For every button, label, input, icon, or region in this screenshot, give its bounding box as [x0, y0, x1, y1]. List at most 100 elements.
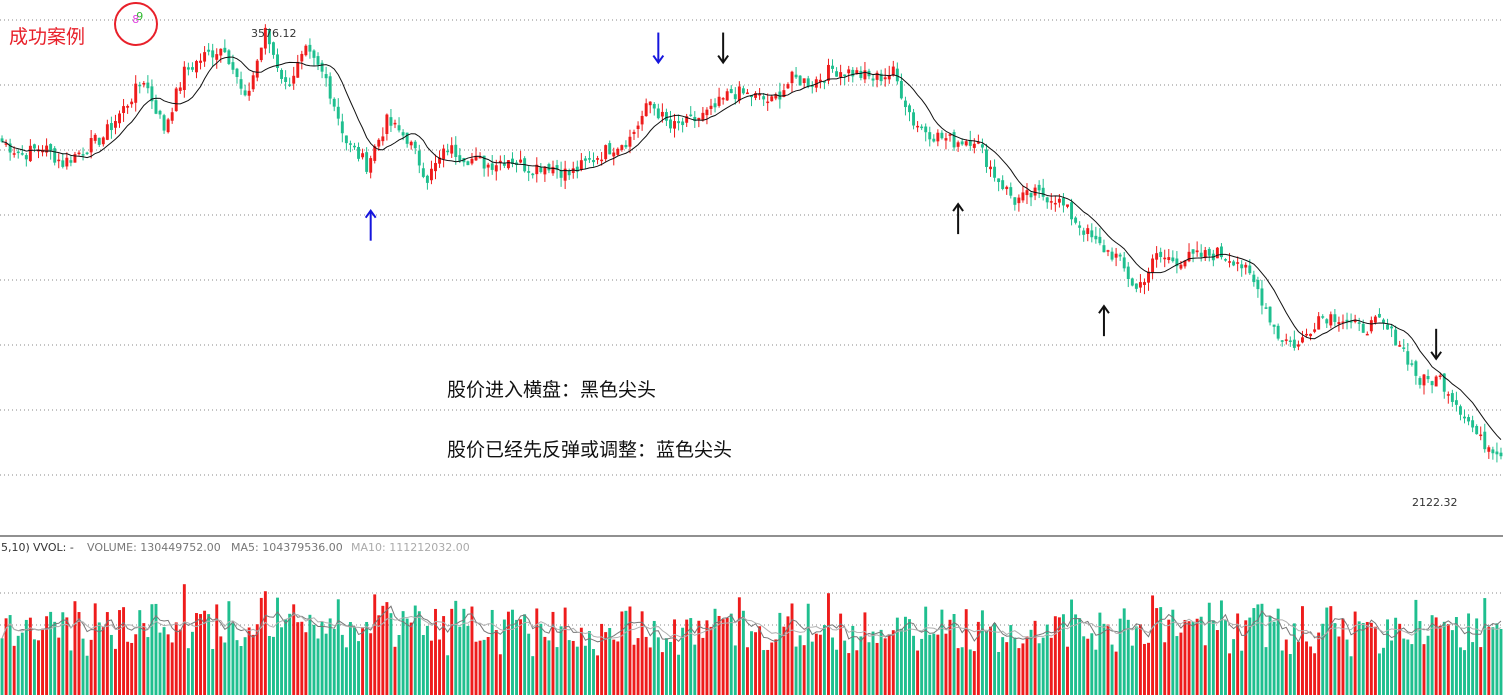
candle-body	[89, 138, 93, 153]
volume-bar	[616, 641, 620, 695]
candle-body	[1179, 264, 1183, 269]
volume-bar	[879, 629, 883, 695]
volume-bar	[1369, 622, 1373, 695]
volume-bar	[782, 626, 786, 695]
volume-bar	[1390, 640, 1394, 695]
candle-body	[1463, 416, 1466, 419]
volume-bar	[85, 655, 89, 695]
candle-body	[928, 132, 932, 140]
volume-bar	[231, 623, 235, 695]
volume-bar	[474, 641, 478, 695]
volume-bar	[284, 619, 288, 695]
volume-bar	[1041, 637, 1045, 695]
volume-bar	[490, 609, 494, 695]
candle-body	[486, 164, 490, 168]
volume-bar	[583, 645, 587, 695]
candle-body	[166, 119, 170, 133]
volume-bar	[1260, 603, 1264, 695]
candle-body	[810, 85, 814, 87]
candle-body	[664, 112, 668, 121]
candle-body	[567, 170, 571, 176]
volume-bar	[442, 616, 446, 695]
volume-bar	[207, 614, 211, 695]
candle-body	[1325, 319, 1329, 324]
candle-body	[458, 155, 462, 161]
candle-body	[652, 103, 656, 109]
candle-body	[632, 131, 636, 134]
volume-bar	[482, 639, 486, 695]
candle-body	[182, 66, 186, 90]
volume-bar	[126, 641, 130, 695]
candle-body	[199, 60, 202, 63]
candle-body	[336, 106, 340, 119]
candle-body	[239, 79, 243, 89]
candle-body	[93, 134, 97, 141]
volume-bar	[1203, 645, 1207, 695]
volume-bar	[1005, 642, 1009, 695]
volume-bar	[320, 621, 324, 695]
ma-line	[1, 56, 1502, 440]
candle-body	[357, 146, 360, 159]
candle-body	[1203, 250, 1207, 259]
volume-bar	[1009, 625, 1013, 695]
candle-body	[681, 121, 685, 126]
volume-bar	[1244, 620, 1248, 695]
candle-body	[482, 155, 486, 169]
candle-body	[571, 168, 575, 173]
candle-body	[1228, 261, 1232, 263]
volume-bar	[219, 636, 223, 695]
candle-body	[790, 71, 794, 84]
td-count-markers: 89	[132, 10, 143, 26]
candle-body	[348, 143, 352, 145]
candle-body	[1013, 197, 1017, 205]
moving-average-line	[1, 56, 1502, 440]
candle-body	[660, 111, 664, 117]
volume-bar	[1106, 624, 1110, 695]
volume-bar	[49, 611, 53, 695]
volume-bar	[968, 649, 972, 695]
volume-bar	[620, 611, 624, 695]
candle-body	[818, 79, 822, 82]
candle-body	[12, 153, 16, 155]
candle-body	[1446, 394, 1450, 396]
candle-body	[1333, 314, 1337, 322]
grid-lines	[0, 19, 1503, 626]
candle-body	[0, 138, 4, 142]
volume-bar	[741, 610, 745, 695]
candle-body	[1418, 378, 1422, 385]
volume-bar	[170, 642, 174, 695]
candle-body	[247, 90, 251, 96]
candle-body	[1053, 202, 1057, 205]
candle-body	[1102, 245, 1106, 253]
volume-bar	[1382, 647, 1385, 695]
candle-body	[827, 64, 830, 81]
volume-bar	[154, 603, 158, 695]
volume-bar	[1491, 627, 1495, 695]
candle-body	[592, 160, 595, 163]
volume-bar	[539, 623, 543, 695]
volume-bar	[1345, 639, 1349, 695]
candle-body	[1167, 257, 1171, 261]
volume-bar	[1057, 617, 1061, 695]
candle-body	[442, 148, 446, 160]
candle-body	[535, 164, 539, 175]
volume-bar	[628, 606, 632, 695]
candle-body	[717, 96, 721, 106]
volume-bar	[28, 617, 32, 695]
volume-bar	[895, 617, 899, 695]
volume-bar	[571, 640, 575, 695]
candle-body	[754, 93, 758, 98]
volume-bar	[1094, 649, 1098, 695]
candle-body	[1037, 184, 1041, 191]
candle-body	[1264, 307, 1268, 309]
candle-body	[320, 62, 324, 72]
volume-bar	[348, 622, 352, 695]
candle-body	[109, 123, 113, 131]
candle-body	[454, 144, 458, 157]
volume-bar	[1454, 617, 1458, 695]
candle-body	[1070, 202, 1074, 220]
volume-bar	[369, 633, 373, 695]
candle-body	[1491, 449, 1495, 454]
volume-bar	[1296, 641, 1300, 695]
